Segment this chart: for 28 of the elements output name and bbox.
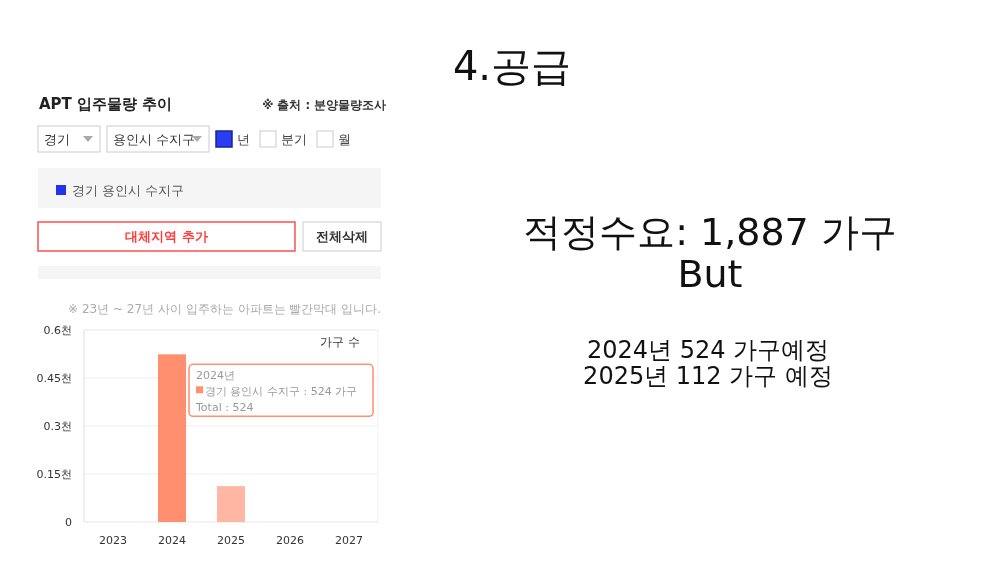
- y-tick-label: 0.3천: [43, 420, 72, 433]
- text: 대체지역 추가: [125, 229, 208, 244]
- y-tick-label: 0.15천: [36, 468, 72, 481]
- text: 년: [237, 132, 250, 147]
- y-tick-label: 0.45천: [36, 372, 72, 385]
- text: 월: [338, 132, 351, 147]
- text: 2024년 524 가구예정: [586, 336, 830, 364]
- x-tick-label: 2025: [217, 534, 245, 547]
- text: 용인시 수지구: [113, 132, 196, 147]
- x-tick-label: 2024: [158, 534, 186, 547]
- text: ※ 23년 ~ 27년 사이 입주하는 아파트는 빨간막대 입니다.: [68, 302, 381, 316]
- y-tick-label: 0.6천: [43, 324, 72, 337]
- text: 전체삭제: [316, 229, 368, 244]
- x-tick-label: 2027: [335, 534, 363, 547]
- y-tick-label: 0: [65, 516, 72, 529]
- x-tick-label: 2026: [276, 534, 304, 547]
- text: 4.공급: [452, 43, 572, 89]
- annotation: 2024년 경기 용인시 수지구 : 524 가구 Total : 524: [195, 369, 358, 415]
- text: ※ 출처 : 분양물량조사: [262, 98, 386, 112]
- text: 2025년 112 가구 예정: [583, 362, 833, 390]
- text: But: [677, 252, 743, 296]
- text: 경기: [44, 132, 70, 147]
- text: 적정수요: 1,887 가구: [523, 210, 897, 254]
- text: 분기: [281, 132, 307, 147]
- chart-subtitle: APT 입주물량 추이: [39, 95, 173, 113]
- text: 경기 용인시 수지구: [72, 183, 185, 198]
- y-axis-title: 가구 수: [320, 335, 360, 349]
- x-tick-label: 2023: [99, 534, 127, 547]
